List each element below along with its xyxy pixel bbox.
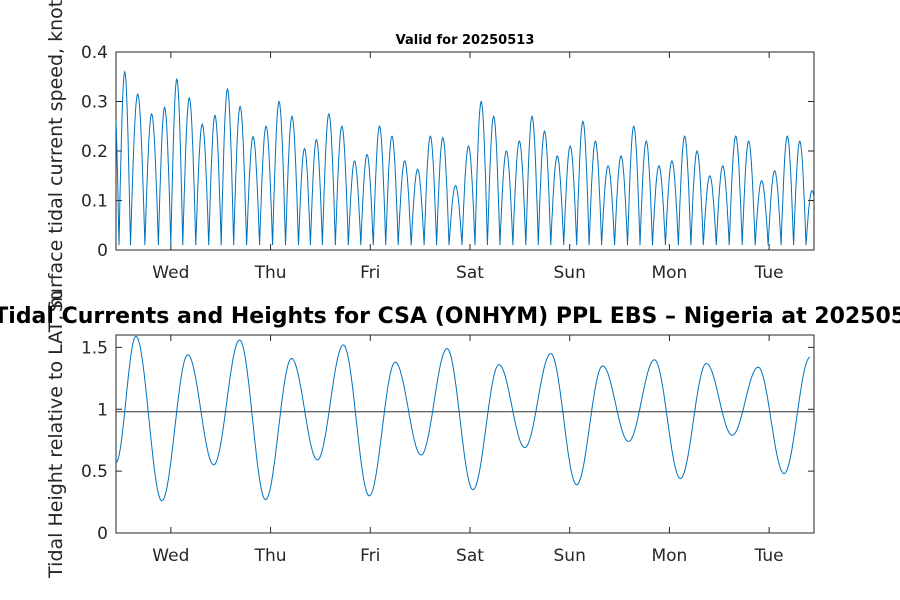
tidal-height-y-axis-label: Tidal Height relative to LAT, m — [45, 290, 67, 579]
top-y-tick-label: 0.3 — [81, 93, 108, 113]
top-y-tick-label: 0.2 — [81, 142, 108, 162]
current-speed-x-ticks: Wed Thu Fri Sat Sun Mon Tue — [152, 52, 784, 283]
current-speed-panel: Valid for 20250513 0 0.1 0.2 0.3 0.4 Wed Thu F… — [45, 0, 815, 312]
bottom-y-tick-label: 0.5 — [81, 462, 108, 482]
bottom-y-tick-label: 1.5 — [81, 338, 108, 358]
top-x-tick-label: Sat — [456, 263, 484, 283]
top-y-tick-label: 0.1 — [81, 192, 108, 212]
bottom-y-tick-label: 1 — [97, 400, 108, 420]
current-speed-series-line — [115, 70, 815, 246]
tidal-height-y-ticks: 0 0.5 1 1.5 — [81, 338, 814, 544]
current-speed-y-axis-label: Surface tidal current speed, knots — [45, 0, 67, 312]
tidal-height-panel: Tidal Currents and Heights for CSA (ONHY… — [0, 290, 900, 579]
current-speed-title: Valid for 20250513 — [396, 33, 535, 48]
bottom-x-tick-label: Sun — [554, 546, 586, 566]
bottom-x-tick-label: Wed — [152, 546, 189, 566]
top-x-tick-label: Tue — [754, 263, 784, 283]
tidal-height-axes-box — [115, 334, 815, 534]
top-x-tick-label: Sun — [554, 263, 586, 283]
top-x-tick-label: Thu — [254, 263, 287, 283]
bottom-x-tick-label: Sat — [456, 546, 484, 566]
bottom-x-tick-label: Thu — [254, 546, 287, 566]
bottom-x-tick-label: Mon — [651, 546, 687, 566]
tidal-height-x-ticks: Wed Thu Fri Sat Sun Mon Tue — [152, 335, 784, 566]
top-y-tick-label: 0 — [97, 241, 108, 261]
bottom-x-tick-label: Tue — [754, 546, 784, 566]
bottom-y-tick-label: 0 — [97, 524, 108, 544]
tidal-height-series-line — [115, 335, 811, 502]
top-x-tick-label: Fri — [360, 263, 380, 283]
bottom-x-tick-label: Fri — [360, 546, 380, 566]
top-x-tick-label: Mon — [651, 263, 687, 283]
top-x-tick-label: Wed — [152, 263, 189, 283]
current-speed-y-ticks: 0 0.1 0.2 0.3 0.4 — [81, 43, 814, 261]
tidal-height-title: Tidal Currents and Heights for CSA (ONHY… — [0, 304, 900, 329]
top-y-tick-label: 0.4 — [81, 43, 108, 63]
